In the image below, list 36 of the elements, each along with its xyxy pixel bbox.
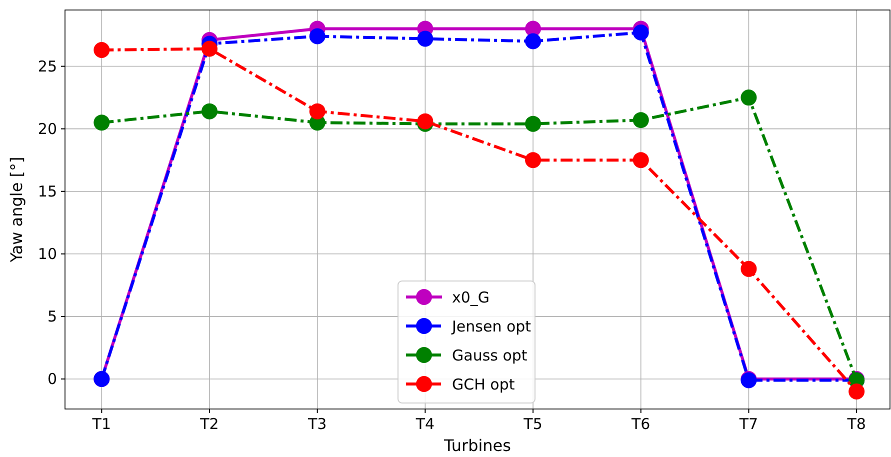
point	[740, 90, 757, 106]
legend-label: GCH opt	[452, 375, 515, 394]
y-tick-label: 0	[47, 370, 57, 388]
y-tick-label: 5	[47, 308, 57, 326]
point	[309, 103, 326, 120]
x-tick-label: T3	[306, 415, 327, 433]
point	[202, 103, 218, 120]
point	[309, 28, 326, 44]
point	[417, 30, 434, 47]
legend-label: Jensen opt	[451, 317, 532, 336]
x-tick-label: T8	[846, 415, 866, 433]
x-tick-label: T2	[199, 415, 219, 433]
point	[740, 260, 757, 277]
x-tick-label: T6	[630, 415, 650, 433]
point	[202, 40, 218, 57]
point	[94, 114, 110, 131]
x-tick-label: T7	[738, 415, 758, 433]
y-tick-label: 20	[38, 120, 57, 138]
y-tick-label: 10	[38, 245, 57, 264]
point	[632, 152, 649, 168]
legend-label: x0_G	[452, 288, 490, 306]
point	[525, 116, 542, 132]
legend-label: Gauss opt	[452, 346, 528, 364]
point	[848, 383, 865, 400]
point	[632, 112, 649, 128]
y-tick-label: 15	[38, 182, 57, 201]
y-axis-title: Yaw angle [°]	[7, 156, 26, 264]
x-axis-title: Turbines	[443, 436, 511, 455]
y-tick-label: 25	[38, 58, 57, 76]
point	[525, 33, 542, 50]
point	[94, 42, 110, 58]
x-tick-label: T1	[91, 415, 112, 433]
point	[525, 152, 542, 168]
x-tick-label: T5	[522, 415, 542, 433]
x-tick-label: T4	[414, 415, 435, 433]
point	[632, 24, 649, 41]
